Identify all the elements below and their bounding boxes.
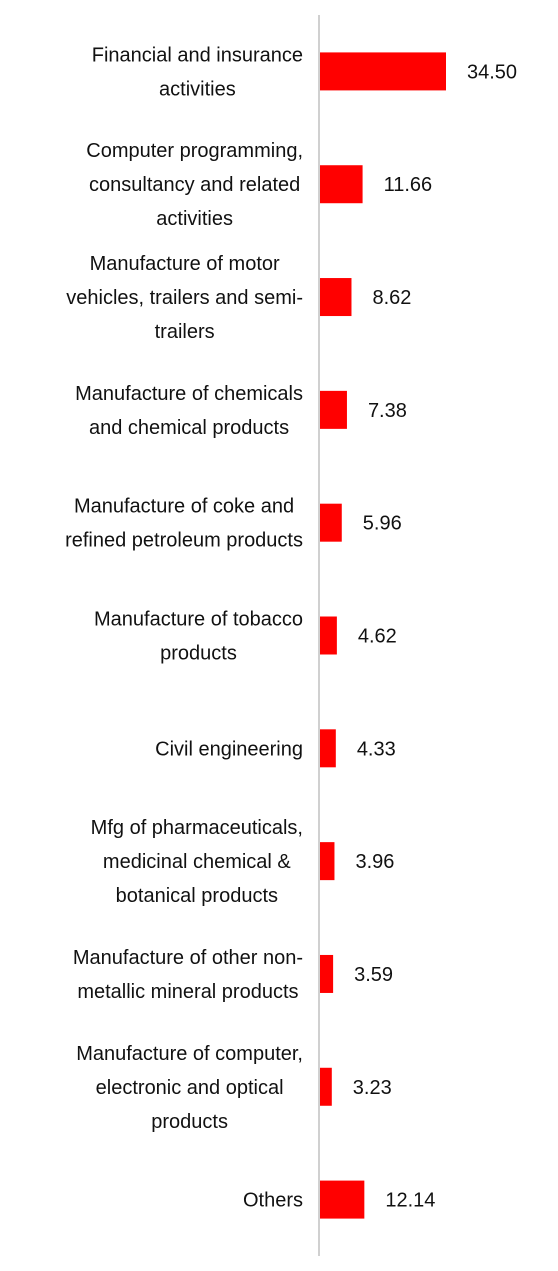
value-labels-group: 34.50 11.66 8.62 7.38 5.96 4.62 4.33 3.96 3.59 3.… [353, 61, 517, 1211]
category-label: Manufacture of computer, electronic and o… [76, 1043, 303, 1133]
data-label: 34.50 [467, 61, 517, 83]
category-label: Others [243, 1190, 303, 1212]
category-label: Mfg of pharmaceuticals, medicinal chemica… [91, 817, 303, 907]
data-label: 12.14 [385, 1190, 435, 1212]
category-label: Manufacture of motor vehicles, trailers a… [66, 253, 303, 343]
bar [320, 165, 363, 204]
bar [320, 616, 337, 655]
data-label: 8.62 [372, 287, 411, 309]
bar [320, 954, 334, 993]
bar [320, 390, 347, 429]
bar [320, 729, 336, 768]
category-label: Manufacture of coke and refined petroleum… [65, 496, 303, 552]
bars-group [320, 52, 446, 1219]
data-label: 11.66 [384, 174, 433, 196]
category-label: Manufacture of tobacco products [94, 609, 303, 665]
category-label: Computer programming, consultancy and rel… [86, 140, 303, 230]
category-label: Manufacture of chemicals and chemical pro… [75, 383, 303, 439]
category-label: Manufacture of other non-metallic minera… [73, 947, 303, 1003]
data-label: 3.23 [353, 1077, 392, 1099]
data-label: 4.33 [357, 738, 396, 760]
data-label: 4.62 [358, 626, 397, 648]
bar [320, 278, 352, 317]
data-label: 5.96 [363, 513, 402, 535]
category-label: Civil engineering [155, 738, 303, 760]
data-label: 3.96 [355, 851, 394, 873]
bar [320, 1067, 332, 1106]
data-label: 3.59 [354, 964, 393, 986]
bar [320, 842, 335, 881]
category-label: Financial and insurance activities [92, 44, 303, 100]
bar [320, 1180, 365, 1219]
bar [320, 52, 446, 91]
data-label: 7.38 [368, 400, 407, 422]
category-labels-group: Financial and insurance activities Compute… [65, 44, 303, 1211]
bar [320, 503, 342, 542]
